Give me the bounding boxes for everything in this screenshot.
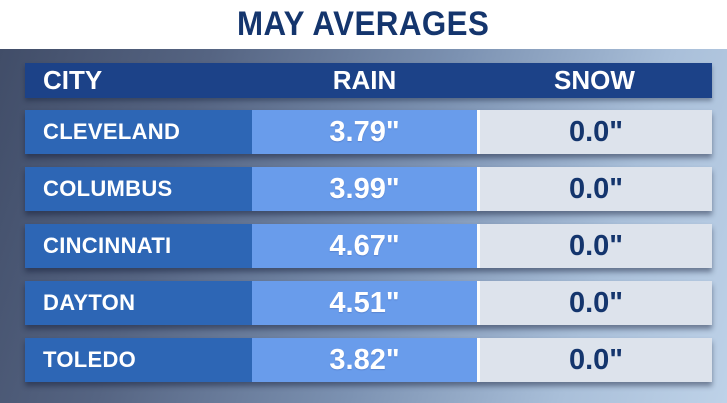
snow-value-cell: 0.0": [477, 281, 712, 325]
column-header-rain: RAIN: [332, 65, 397, 95]
table-row: TOLEDO 3.82" 0.0": [25, 338, 712, 382]
city-cell: COLUMBUS: [25, 167, 252, 211]
page-title: MAY AVERAGES: [237, 5, 490, 43]
city-cell: DAYTON: [25, 281, 252, 325]
city-cell: TOLEDO: [25, 338, 252, 382]
table-row: CINCINNATI 4.67" 0.0": [25, 224, 712, 268]
snow-value-cell: 0.0": [477, 167, 712, 211]
city-cell: CINCINNATI: [25, 224, 252, 268]
column-header-city: CITY: [43, 65, 103, 95]
rain-value-cell: 3.79": [252, 110, 477, 154]
title-band: MAY AVERAGES: [0, 0, 727, 49]
rain-value-cell: 3.82": [252, 338, 477, 382]
table-body: CLEVELAND 3.79" 0.0" COLUMBUS 3.99" 0.0"…: [25, 110, 712, 382]
table-row: COLUMBUS 3.99" 0.0": [25, 167, 712, 211]
snow-value-cell: 0.0": [477, 338, 712, 382]
snow-value-cell: 0.0": [477, 224, 712, 268]
table-header-row: CITY RAIN SNOW: [25, 63, 712, 98]
gradient-background: CITY RAIN SNOW CLEVELAND 3.79" 0.0" COLU…: [0, 49, 727, 403]
city-cell: CLEVELAND: [25, 110, 252, 154]
column-header-snow: SNOW: [554, 65, 635, 95]
weather-table: CITY RAIN SNOW CLEVELAND 3.79" 0.0" COLU…: [25, 63, 712, 382]
rain-value-cell: 4.51": [252, 281, 477, 325]
table-row: DAYTON 4.51" 0.0": [25, 281, 712, 325]
snow-value-cell: 0.0": [477, 110, 712, 154]
rain-value-cell: 3.99": [252, 167, 477, 211]
table-row: CLEVELAND 3.79" 0.0": [25, 110, 712, 154]
rain-value-cell: 4.67": [252, 224, 477, 268]
